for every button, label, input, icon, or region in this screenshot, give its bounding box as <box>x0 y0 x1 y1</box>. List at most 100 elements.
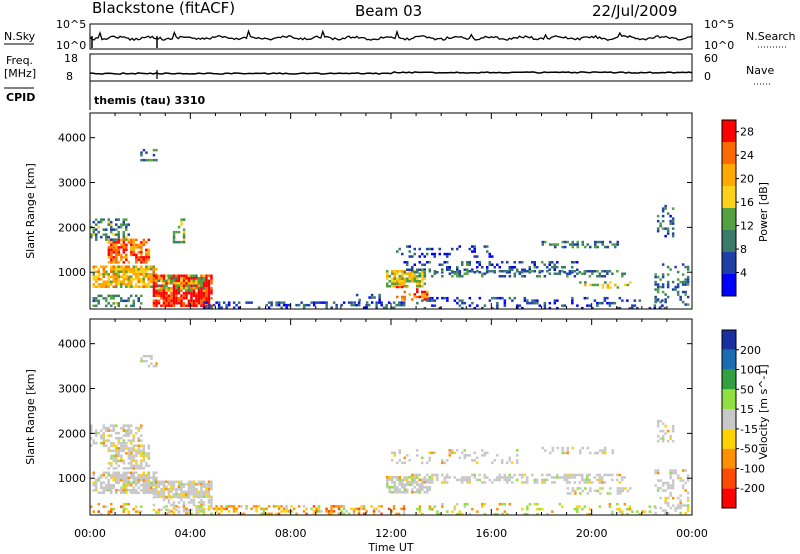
heatmap-cell <box>506 270 509 273</box>
heatmap-cell <box>426 290 429 294</box>
heatmap-cell <box>406 476 409 479</box>
heatmap-cell <box>105 476 108 479</box>
heatmap-cell <box>408 245 411 248</box>
time-tick-label: 00:00 <box>676 527 708 540</box>
heatmap-cell <box>536 478 539 482</box>
heatmap-cell <box>117 294 120 298</box>
heatmap-cell <box>541 507 544 511</box>
heatmap-cell <box>441 473 444 477</box>
heatmap-cell <box>468 304 472 307</box>
heatmap-cell <box>130 429 133 432</box>
heatmap-cell <box>155 148 158 152</box>
heatmap-cell <box>671 496 675 500</box>
heatmap-cell <box>122 424 125 427</box>
heatmap-cell <box>332 505 336 508</box>
heatmap-cell <box>122 471 125 474</box>
heatmap-cell <box>115 452 118 455</box>
heatmap-cell <box>110 223 113 226</box>
heatmap-cell <box>601 270 604 273</box>
heatmap-cell <box>671 232 675 235</box>
heatmap-cell <box>182 302 186 305</box>
heatmap-cell <box>403 261 406 264</box>
heatmap-cell <box>431 252 434 256</box>
heatmap-cell <box>210 287 213 290</box>
heatmap-cell <box>576 304 579 307</box>
heatmap-cell <box>553 272 557 275</box>
heatmap-cell <box>686 295 690 299</box>
heatmap-cell <box>125 253 128 257</box>
heatmap-cell <box>162 304 166 307</box>
heatmap-cell <box>140 302 143 305</box>
heatmap-cell <box>135 464 138 468</box>
heatmap-cell <box>386 483 389 486</box>
heatmap-cell <box>553 299 557 302</box>
heatmap-cell <box>112 294 115 298</box>
heatmap-cell <box>556 243 559 246</box>
heatmap-cell <box>416 301 419 305</box>
heatmap-cell <box>117 273 120 276</box>
heatmap-cell <box>463 301 467 305</box>
heatmap-cell <box>564 240 567 244</box>
heatmap-cell <box>182 483 186 486</box>
heatmap-cell <box>115 280 118 283</box>
heatmap-cell <box>438 247 441 251</box>
heatmap-cell <box>157 277 161 280</box>
heatmap-cell <box>461 481 464 484</box>
heatmap-cell <box>684 489 687 492</box>
heatmap-cell <box>684 280 687 284</box>
heatmap-cell <box>222 507 226 511</box>
heatmap-cell <box>132 479 135 482</box>
heatmap-cell <box>666 429 670 433</box>
heatmap-cell <box>197 493 201 496</box>
heatmap-cell <box>486 451 489 455</box>
heatmap-cell <box>546 473 549 477</box>
heatmap-cell <box>200 292 203 295</box>
heatmap-cell <box>140 449 143 453</box>
heatmap-cell <box>152 304 156 307</box>
time-axis-labels: 00:00 04:00 08:00 12:00 16:00 20:00 00:00 <box>74 527 708 540</box>
heatmap-cell <box>120 476 123 479</box>
heatmap-cell <box>135 476 138 479</box>
heatmap-cell <box>142 158 146 162</box>
heatmap-cell <box>553 301 557 305</box>
heatmap-cell <box>140 439 143 442</box>
heatmap-cell <box>127 223 130 226</box>
heatmap-cell <box>217 306 221 309</box>
heatmap-cell <box>461 306 464 310</box>
heatmap-cell <box>185 304 188 307</box>
heatmap-cell <box>671 504 675 507</box>
heatmap-cell <box>676 278 680 281</box>
heatmap-cell <box>167 480 171 483</box>
heatmap-cell <box>120 491 123 494</box>
heatmap-cell <box>202 274 206 277</box>
heatmap-cell <box>125 268 128 271</box>
heatmap-cell <box>122 251 126 254</box>
heatmap-cell <box>175 490 178 493</box>
heatmap-cell <box>210 282 213 285</box>
heatmap-cell <box>92 484 95 487</box>
heatmap-cell <box>122 449 126 453</box>
heatmap-cell <box>132 489 135 492</box>
heatmap-cell <box>162 490 166 493</box>
heatmap-cell <box>170 503 173 507</box>
heatmap-cell <box>155 362 158 365</box>
heatmap-cell <box>586 478 589 482</box>
heatmap-cell <box>478 478 481 482</box>
heatmap-cell <box>97 491 100 494</box>
heatmap-cell <box>375 303 378 307</box>
heatmap-cell <box>413 476 416 479</box>
heatmap-cell <box>621 275 624 278</box>
heatmap-cell <box>117 283 120 286</box>
heatmap-cell <box>421 486 424 489</box>
heatmap-cell <box>122 235 125 239</box>
heatmap-cell <box>162 287 166 290</box>
heatmap-cell <box>392 301 396 304</box>
heatmap-cell <box>180 220 183 224</box>
heatmap-cell <box>638 512 642 516</box>
heatmap-cell <box>95 280 98 283</box>
heatmap-cell <box>461 299 464 302</box>
heatmap-cell <box>167 304 171 307</box>
heatmap-cell <box>446 296 449 300</box>
heatmap-cell <box>372 507 376 511</box>
heatmap-cell <box>441 270 444 273</box>
